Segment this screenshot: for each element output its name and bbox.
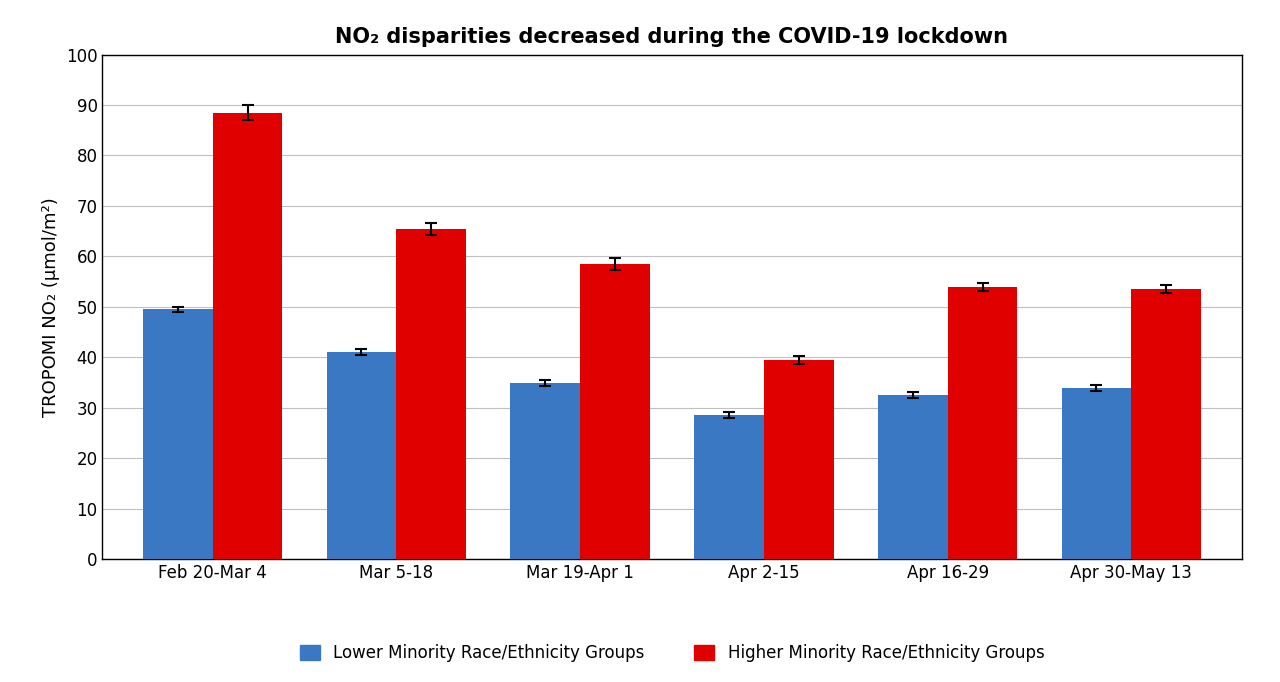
Bar — [212, 113, 283, 559]
Bar — [878, 395, 947, 559]
Bar — [764, 360, 833, 559]
Bar — [326, 353, 397, 559]
Y-axis label: TROPOMI NO₂ (μmol/m²): TROPOMI NO₂ (μmol/m²) — [42, 197, 60, 417]
Bar — [947, 286, 1018, 559]
Bar — [397, 228, 466, 559]
Bar — [1132, 289, 1201, 559]
Bar — [1061, 387, 1132, 559]
Bar — [694, 415, 764, 559]
Legend: Lower Minority Race/Ethnicity Groups, Higher Minority Race/Ethnicity Groups: Lower Minority Race/Ethnicity Groups, Hi… — [300, 644, 1044, 662]
Bar — [511, 383, 580, 559]
Bar — [580, 264, 650, 559]
Title: NO₂ disparities decreased during the COVID-19 lockdown: NO₂ disparities decreased during the COV… — [335, 27, 1009, 48]
Bar — [143, 310, 212, 559]
